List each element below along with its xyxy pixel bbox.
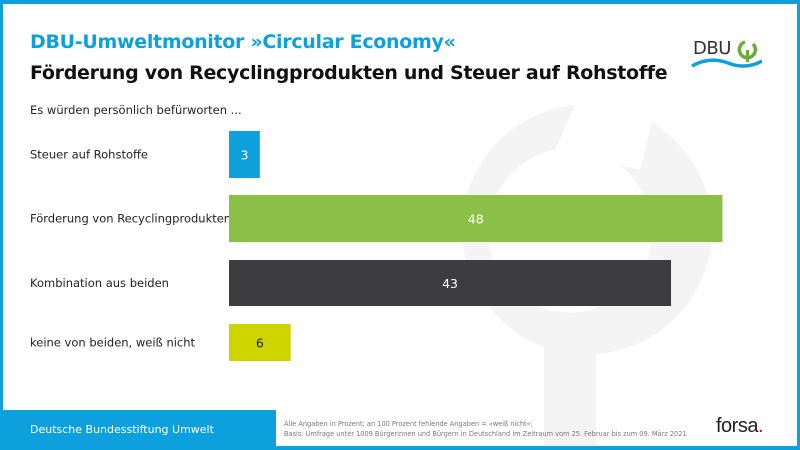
- category-label: Förderung von Recyclingprodukten: [30, 212, 231, 226]
- forsa-logo: forsa.: [716, 415, 764, 438]
- bar-value-label: 3: [240, 148, 248, 163]
- dbu-logo: DBU: [690, 36, 762, 72]
- bar-value-label: 6: [256, 336, 264, 351]
- bar: [229, 260, 672, 306]
- bar: [229, 324, 291, 361]
- footnote-line-1: Alle Angaben in Prozent; an 100 Prozent …: [284, 420, 533, 428]
- bar: [229, 195, 723, 242]
- footer-bottom-border: [0, 446, 800, 450]
- page-title: Förderung von Recyclingprodukten und Ste…: [30, 62, 668, 84]
- forsa-logo-dot: .: [757, 415, 764, 437]
- category-label: Steuer auf Rohstoffe: [30, 148, 148, 162]
- brand-title: DBU-Umweltmonitor »Circular Economy«: [30, 31, 456, 53]
- footnote: Alle Angaben in Prozent; an 100 Prozent …: [284, 419, 687, 439]
- chart-subtitle: Es würden persönlich befürworten ...: [30, 103, 242, 117]
- footer-organization: Deutsche Bundesstiftung Umwelt: [30, 423, 214, 436]
- footer-band: [0, 410, 276, 450]
- bar-value-label: 48: [468, 212, 484, 227]
- footnote-line-2: Basis: Umfrage unter 1009 Bürgerinnen un…: [284, 430, 687, 438]
- dbu-tree-wave-icon: [691, 40, 762, 68]
- dbu-logo-text: DBU: [693, 38, 731, 59]
- forsa-logo-text: forsa: [716, 415, 758, 437]
- bar-value-label: 43: [442, 276, 458, 291]
- category-label: keine von beiden, weiß nicht: [30, 336, 196, 350]
- bar: [229, 131, 260, 178]
- category-label: Kombination aus beiden: [30, 276, 169, 290]
